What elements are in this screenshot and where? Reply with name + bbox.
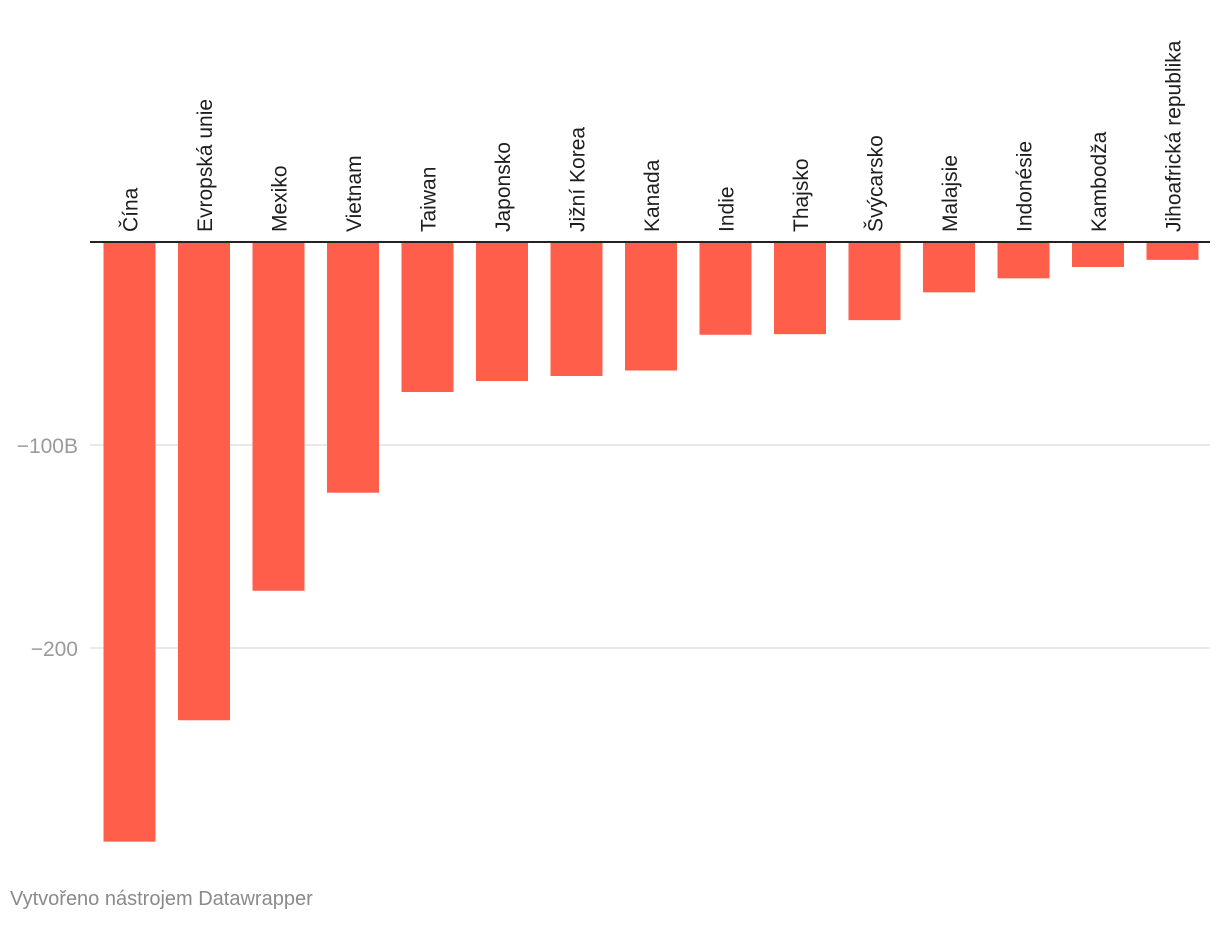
bar (550, 242, 603, 376)
category-label: Vietnam (343, 155, 366, 232)
category-label: Indonésie (1014, 141, 1037, 232)
y-tick-label: −100B (17, 435, 78, 458)
category-label: Mexiko (269, 165, 292, 232)
bar (848, 242, 901, 321)
category-label: Kambodža (1088, 131, 1111, 232)
bar (923, 242, 975, 293)
bar (178, 242, 230, 721)
bar (1146, 242, 1199, 260)
bar (252, 242, 305, 591)
bar (476, 242, 528, 382)
y-tick-label: −200 (31, 638, 78, 661)
category-label: Jihoafrická republika (1163, 40, 1186, 232)
bar (1072, 242, 1124, 267)
category-label: Jižní Korea (567, 127, 590, 232)
category-label: Japonsko (492, 142, 515, 232)
bar (997, 242, 1050, 279)
category-label: Evropská unie (194, 99, 217, 232)
bar (774, 242, 826, 335)
bar (625, 242, 677, 371)
y-axis-tick-labels: −100B −200 (17, 435, 78, 661)
category-label: Čína (120, 187, 143, 232)
bar (401, 242, 454, 393)
category-labels: Čína Evropská unie Mexiko Vietnam Taiwan Japo… (120, 40, 1186, 232)
category-label: Švýcarsko (865, 135, 888, 232)
bar (699, 242, 752, 335)
bar-chart: −100B −200 Čína Evropská unie Mexiko Vietnam… (17, 40, 1210, 842)
category-label: Kanada (641, 159, 664, 232)
bars (103, 242, 1199, 842)
category-label: Malajsie (939, 155, 962, 232)
category-label: Indie (716, 186, 739, 232)
category-label: Thajsko (790, 158, 813, 232)
category-label: Taiwan (418, 167, 441, 232)
footer-credit: Vytvořeno nástrojem Datawrapper (10, 888, 313, 910)
bar (103, 242, 156, 842)
bar (327, 242, 379, 493)
